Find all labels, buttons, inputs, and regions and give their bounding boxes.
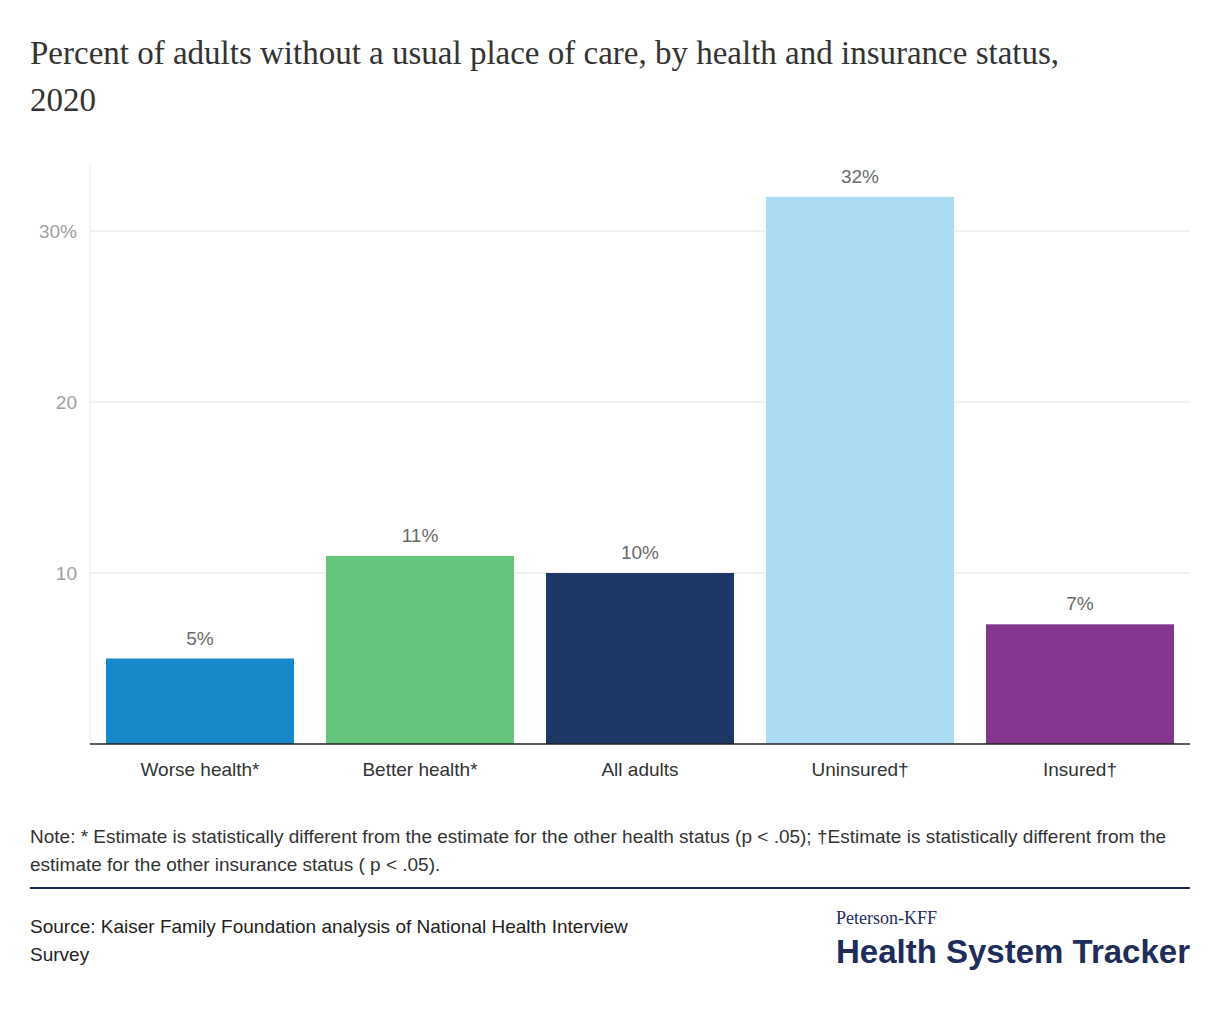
- separator: [30, 887, 1190, 889]
- data-label: 7%: [1066, 593, 1094, 614]
- text-line: Survey: [30, 944, 90, 965]
- y-tick-label: 20: [56, 392, 77, 413]
- labels: 5% Worse health* 11% Better health* 10% All a…: [141, 166, 1117, 780]
- grid-line: [90, 231, 1190, 232]
- bar: [986, 624, 1174, 744]
- credit-bottom: Health System Tracker: [836, 933, 1190, 970]
- bar: [546, 573, 734, 744]
- data-label: 5%: [186, 628, 214, 649]
- data-label: 32%: [841, 166, 879, 187]
- note: Note: * Estimate is statistically differ…: [30, 826, 1166, 875]
- baseline: [90, 743, 1190, 745]
- chart: Percent of adults without a usual place …: [0, 0, 1220, 1020]
- x-tick-label: Better health*: [362, 759, 478, 780]
- source: Source: Kaiser Family Foundation analysi…: [30, 916, 628, 965]
- bar: [106, 659, 294, 745]
- title: Percent of adults without a usual place …: [30, 35, 1059, 118]
- x-tick-label: Worse health*: [141, 759, 261, 780]
- bar: [766, 197, 954, 744]
- credit-top: Peterson-KFF: [836, 908, 937, 928]
- text-line: Note: * Estimate is statistically differ…: [30, 826, 1166, 847]
- y-axis-line: [90, 163, 91, 744]
- bar: [326, 556, 514, 744]
- x-tick-label: Uninsured†: [811, 759, 908, 780]
- text-line: 2020: [30, 82, 96, 118]
- data-label: 10%: [621, 542, 659, 563]
- x-tick-label: All adults: [601, 759, 678, 780]
- x-tick-label: Insured†: [1043, 759, 1117, 780]
- data-label: 11%: [402, 525, 439, 546]
- y-tick-label: 10: [56, 563, 77, 584]
- text-line: Source: Kaiser Family Foundation analysi…: [30, 916, 628, 937]
- text-line: Percent of adults without a usual place …: [30, 35, 1059, 71]
- bars: [106, 197, 1174, 744]
- text-line: estimate for the other insurance status …: [30, 854, 440, 875]
- grid-line: [90, 402, 1190, 403]
- y-tick-label: 30%: [39, 221, 77, 242]
